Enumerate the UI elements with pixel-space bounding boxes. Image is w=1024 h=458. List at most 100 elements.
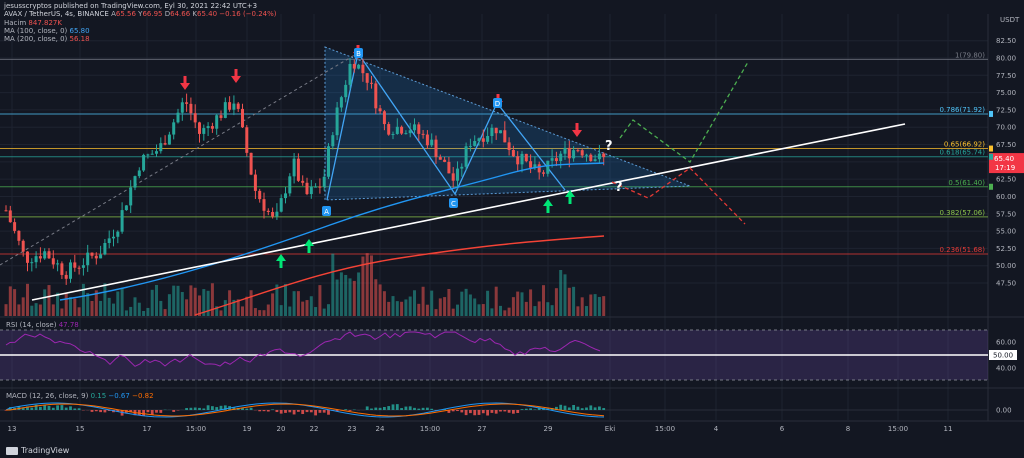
- volume-bar: [193, 287, 197, 316]
- candle-body: [284, 193, 287, 199]
- volume-bar: [124, 310, 128, 316]
- volume-bar: [391, 296, 395, 316]
- volume-bar: [499, 305, 502, 316]
- candle-body: [413, 124, 416, 131]
- tradingview-footer[interactable]: TradingView: [6, 446, 69, 455]
- macd-histogram-bar: [507, 410, 511, 413]
- macd-value-1: 0.15: [90, 392, 107, 400]
- candle-body: [477, 138, 481, 142]
- volume-bar: [542, 285, 545, 316]
- candle-body: [4, 210, 8, 212]
- candle-body: [266, 210, 270, 212]
- candle-body: [408, 130, 412, 134]
- macd-histogram-bar: [503, 410, 507, 412]
- volume-bar: [456, 304, 459, 316]
- candle-body: [241, 108, 244, 128]
- macd-histogram-bar: [284, 410, 287, 413]
- candlesticks: [4, 58, 606, 285]
- macd-histogram-bar: [30, 407, 34, 410]
- candle-body: [77, 267, 81, 269]
- volume-bar: [150, 289, 154, 316]
- macd-histogram-bar: [223, 405, 227, 410]
- price-tick-label: 62.50: [996, 176, 1016, 184]
- macd-histogram-bar: [297, 410, 300, 412]
- macd-histogram-bar: [279, 410, 283, 414]
- macd-histogram-bar: [288, 410, 292, 413]
- volume-bar: [404, 299, 408, 316]
- macd-histogram-bar: [73, 408, 77, 410]
- macd-histogram-bar: [520, 409, 524, 410]
- candle-body: [318, 186, 322, 188]
- candle-body: [133, 176, 137, 188]
- candle-body: [47, 251, 51, 259]
- volume-bar: [546, 302, 550, 316]
- rsi-tick-label: 40.00: [996, 365, 1016, 373]
- candle-body: [314, 186, 318, 188]
- volume-bar: [262, 310, 266, 316]
- macd-histogram-bar: [241, 407, 244, 410]
- volume-bar: [266, 304, 270, 316]
- macd-histogram-bar: [533, 409, 537, 410]
- fibonacci-levels: 1(79.80) 0.786(71.92) 0.65(66.92)0.618(65.…: [0, 51, 988, 255]
- candle-body: [26, 251, 29, 263]
- volume-bar: [443, 297, 447, 316]
- fib-label: 0.65(66.92): [944, 141, 985, 149]
- macd-legend: MACD (12, 26, close, 9) 0.15 −0.67 −0.82: [6, 392, 154, 400]
- fib-axis-marker: [989, 183, 993, 190]
- macd-histogram-bar: [90, 410, 94, 412]
- tradingview-logo-icon: [6, 446, 18, 455]
- candle-body: [559, 153, 563, 162]
- candle-body: [60, 263, 64, 275]
- macd-histogram-bar: [559, 404, 563, 410]
- macd-value-2: −0.67: [108, 392, 130, 400]
- macd-histogram-bar: [417, 408, 421, 410]
- open-label: A: [111, 10, 116, 19]
- macd-histogram-bar: [408, 406, 412, 410]
- candle-body: [249, 152, 253, 175]
- pattern-label: D: [495, 100, 500, 108]
- volume-bar: [159, 300, 163, 316]
- candle-body: [331, 135, 335, 147]
- macd-histogram-bar: [51, 407, 55, 410]
- macd-histogram-bar: [516, 410, 520, 414]
- trend-lines: [31, 61, 906, 301]
- volume-bar: [309, 296, 313, 316]
- macd-histogram-bar: [473, 410, 477, 416]
- volume-bar: [357, 272, 361, 316]
- macd-histogram-bar: [469, 410, 472, 414]
- candle-body: [215, 115, 219, 129]
- candle-body: [438, 157, 442, 160]
- candle-body: [494, 127, 498, 134]
- ma100-line: [59, 162, 605, 301]
- up-arrow-icon: [543, 199, 553, 213]
- volume-bar: [520, 292, 524, 316]
- price-tick-label: 57.50: [996, 210, 1016, 218]
- price-tick-label: 47.50: [996, 280, 1016, 288]
- macd-histogram-bar: [39, 406, 42, 410]
- rsi-pane: [0, 329, 988, 381]
- volume-bar: [245, 296, 249, 316]
- volume-bars: [4, 253, 606, 316]
- volume-bar: [563, 274, 567, 316]
- macd-histogram-bar: [64, 407, 68, 410]
- pattern-label-bg: [493, 98, 502, 108]
- candle-body: [17, 230, 21, 241]
- volume-bar: [163, 309, 167, 316]
- candle-body: [395, 126, 399, 134]
- volume-bar: [146, 307, 150, 316]
- volume-bar: [232, 299, 236, 316]
- price-tick-label: 75.00: [996, 89, 1016, 97]
- volume-bar: [301, 301, 305, 316]
- time-tick-label: 15:00: [186, 425, 206, 433]
- candle-body: [339, 97, 343, 108]
- macd-histogram-bar: [400, 408, 403, 410]
- volume-bar: [223, 300, 227, 316]
- volume-value: 847.827K: [28, 18, 62, 27]
- candle-body: [296, 158, 300, 181]
- macd-histogram-bar: [198, 407, 201, 410]
- macd-histogram-bar: [8, 407, 12, 410]
- macd-histogram-bar: [537, 407, 541, 410]
- candle-body: [451, 173, 455, 181]
